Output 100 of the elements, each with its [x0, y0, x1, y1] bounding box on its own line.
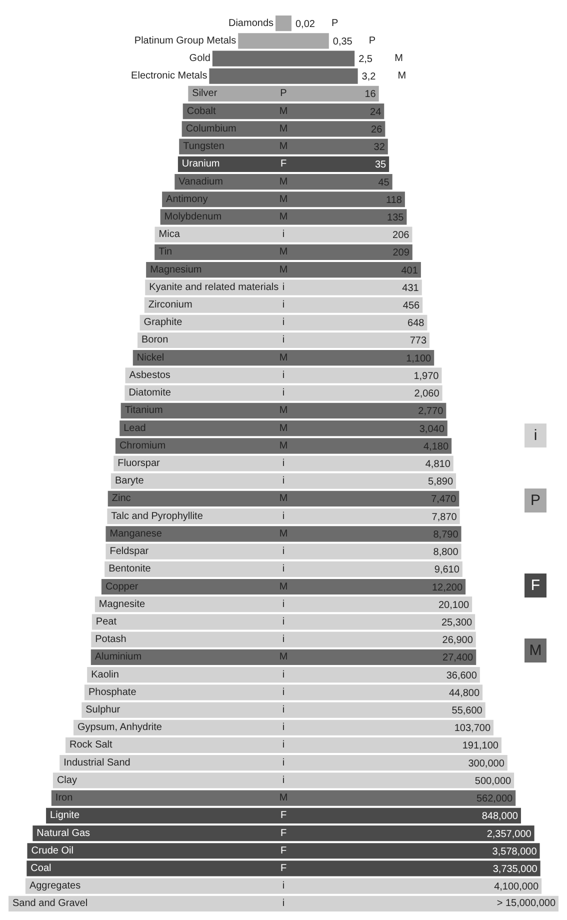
data-label: 8,790: [433, 529, 459, 540]
data-label: 26,900: [442, 635, 474, 646]
series-label: F: [280, 810, 287, 822]
category-label: Manganese: [110, 528, 162, 540]
text: i: [534, 427, 538, 444]
data-label: 401: [401, 265, 418, 276]
data-label: 2,060: [414, 388, 440, 400]
category-label: Diamonds: [228, 18, 274, 29]
data-label: 4,180: [424, 441, 449, 452]
text: i: [282, 334, 285, 346]
category-label: Gold: [189, 53, 210, 64]
text: F: [280, 828, 287, 839]
category-label: Lead: [124, 422, 146, 434]
data-label: 27,400: [442, 652, 474, 664]
category-label: Copper: [105, 581, 139, 592]
text: M: [529, 642, 542, 659]
category-label: Kyanite and related materials: [149, 282, 279, 293]
category-label: Kaolin: [91, 669, 119, 680]
category-label: Silver: [192, 88, 218, 100]
text: F: [280, 845, 287, 856]
text: i: [282, 722, 285, 734]
category-label: Baryte: [114, 476, 144, 487]
data-label: 4,100,000: [494, 882, 539, 893]
data-label: 1,100: [406, 353, 432, 364]
category-label: Sulphur: [86, 704, 121, 716]
text: i: [282, 757, 285, 768]
data-label: 3,2: [362, 72, 376, 83]
category-label: Electronic Metals: [131, 70, 208, 82]
text: P: [332, 18, 338, 29]
data-label: 8,800: [433, 547, 459, 558]
category-label: Mica: [158, 229, 180, 240]
text: i: [282, 598, 285, 610]
data-label: 0,02: [296, 18, 316, 30]
text: i: [282, 686, 285, 698]
data-label: 3,578,000: [492, 846, 538, 858]
category-label: Graphite: [144, 317, 183, 328]
text: M: [279, 106, 288, 117]
category-label: Tin: [158, 246, 172, 258]
text: M: [279, 141, 288, 152]
data-label: 26: [371, 124, 383, 136]
category-label: Magnesite: [98, 598, 146, 610]
text: M: [279, 440, 288, 452]
text: i: [282, 388, 285, 399]
text: M: [279, 581, 288, 592]
category-label: Industrial Sand: [64, 757, 130, 768]
text: M: [279, 422, 288, 434]
series-label: i: [282, 510, 285, 522]
category-label: Asbestos: [129, 370, 170, 381]
text: M: [279, 405, 288, 416]
category-label: Molybdenum: [164, 211, 222, 222]
text: i: [282, 898, 285, 910]
text: M: [398, 70, 406, 82]
category-label: Rock Salt: [70, 740, 113, 751]
text: M: [279, 528, 288, 540]
data-label: 24: [370, 106, 382, 118]
text: i: [282, 616, 285, 628]
category-label: Phosphate: [88, 686, 137, 698]
data-label: 191,100: [462, 740, 499, 752]
data-label: 848,000: [482, 811, 518, 822]
text: i: [282, 774, 285, 786]
category-label: Tungsten: [183, 141, 224, 152]
category-label: Bentonite: [108, 564, 152, 575]
text: M: [279, 123, 288, 134]
text: M: [279, 211, 288, 222]
data-label: 7,870: [432, 512, 458, 523]
category-label: Aluminium: [94, 652, 142, 663]
category-label: Uranium: [182, 158, 220, 170]
category-label: Coal: [30, 862, 52, 874]
text: M: [279, 246, 288, 258]
text: i: [282, 704, 285, 716]
data-label: 300,000: [468, 758, 505, 770]
text: P: [368, 35, 376, 46]
text: i: [282, 458, 285, 469]
text: i: [282, 669, 285, 680]
category-label: Crude Oil: [31, 845, 74, 856]
text: M: [279, 792, 288, 804]
text: i: [282, 880, 285, 892]
data-label: 431: [402, 282, 420, 294]
category-label: Zinc: [112, 493, 131, 504]
text: M: [279, 652, 288, 663]
category-label: Columbium: [186, 123, 236, 134]
category-label: Antimony: [166, 194, 208, 205]
text: i: [282, 317, 285, 328]
category-label: Talc and Pyrophyllite: [111, 510, 204, 522]
data-label: 4,810: [425, 459, 451, 470]
data-label: 2,770: [418, 406, 444, 418]
data-label: 3,040: [419, 424, 445, 435]
category-label: Cobalt: [186, 106, 216, 117]
text: i: [282, 740, 285, 751]
category-label: Titanium: [124, 405, 163, 416]
data-label: 456: [402, 300, 420, 312]
data-label: 648: [408, 318, 425, 330]
text: i: [282, 370, 285, 381]
data-label: 206: [392, 230, 410, 242]
data-label: 36,600: [446, 670, 478, 682]
category-label: Platinum Group Metals: [134, 35, 236, 46]
category-label: Potash: [95, 634, 126, 646]
text: i: [282, 634, 285, 646]
data-label: 16: [364, 89, 376, 100]
data-label: 209: [392, 248, 410, 259]
